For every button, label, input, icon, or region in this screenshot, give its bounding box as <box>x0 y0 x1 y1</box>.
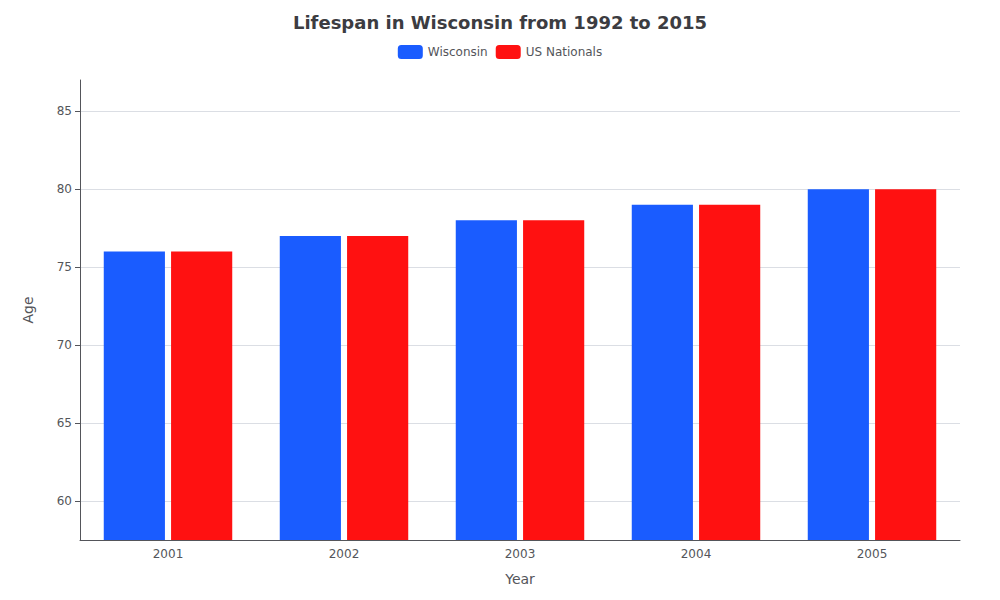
svg-text:Age: Age <box>20 296 36 323</box>
svg-text:60: 60 <box>57 494 72 508</box>
svg-text:2002: 2002 <box>329 547 360 561</box>
svg-text:Year: Year <box>504 571 535 587</box>
svg-text:2001: 2001 <box>153 547 184 561</box>
svg-text:2004: 2004 <box>681 547 712 561</box>
svg-text:70: 70 <box>57 338 72 352</box>
svg-text:80: 80 <box>57 182 72 196</box>
svg-text:2003: 2003 <box>505 547 536 561</box>
svg-text:2005: 2005 <box>857 547 888 561</box>
svg-text:85: 85 <box>57 104 72 118</box>
svg-text:Wisconsin: Wisconsin <box>428 45 488 59</box>
svg-text:65: 65 <box>57 416 72 430</box>
svg-text:Lifespan in Wisconsin from 199: Lifespan in Wisconsin from 1992 to 2015 <box>293 12 707 33</box>
svg-text:US Nationals: US Nationals <box>526 45 602 59</box>
svg-text:75: 75 <box>57 260 72 274</box>
